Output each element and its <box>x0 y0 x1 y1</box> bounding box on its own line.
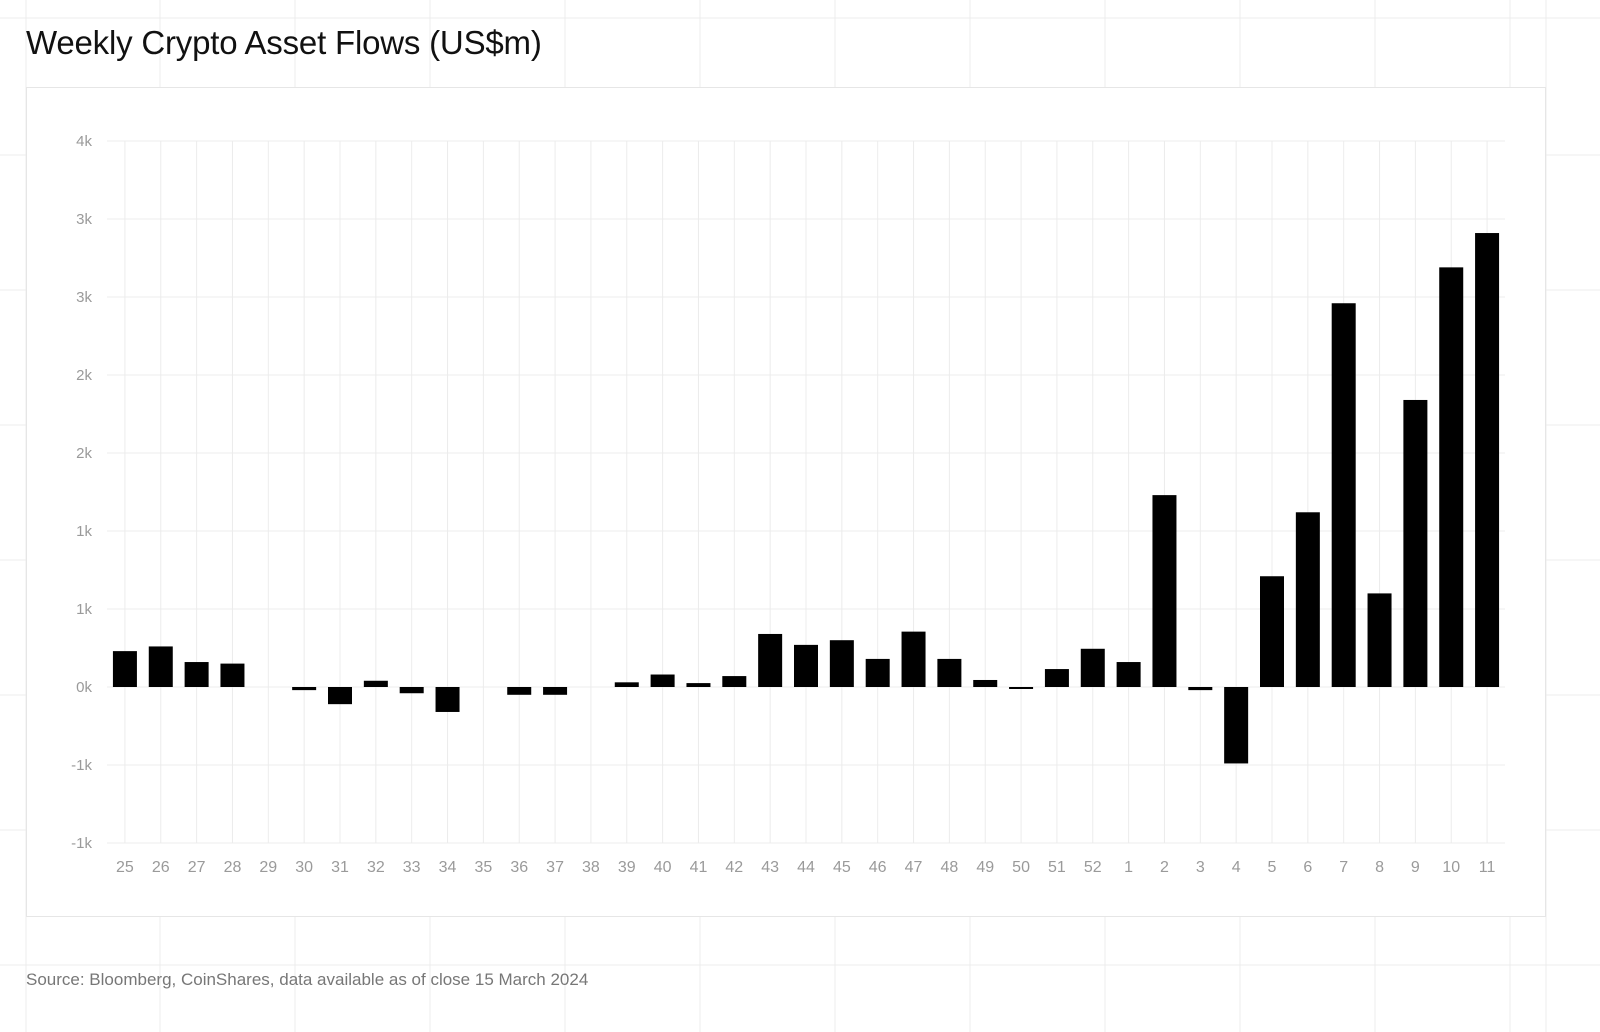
x-tick-label: 28 <box>224 859 242 876</box>
y-tick-label: -1k <box>71 835 92 852</box>
bar-week-36 <box>507 687 532 695</box>
bar-week-46 <box>865 658 890 687</box>
bar-week-25 <box>112 651 137 687</box>
x-tick-label: 50 <box>1012 859 1030 876</box>
bar-week-41 <box>686 683 711 687</box>
x-tick-label: 37 <box>546 859 564 876</box>
x-tick-label: 46 <box>869 859 887 876</box>
bar-week-34 <box>435 687 460 712</box>
x-tick-label: 41 <box>690 859 708 876</box>
x-tick-label: 48 <box>940 859 958 876</box>
x-tick-label: 4 <box>1232 859 1241 876</box>
bar-week-50 <box>1009 687 1034 689</box>
x-tick-label: 45 <box>833 859 851 876</box>
y-tick-label: 1k <box>76 601 92 618</box>
x-tick-label: 35 <box>474 859 492 876</box>
y-tick-label: -1k <box>71 757 92 774</box>
x-tick-label: 40 <box>654 859 672 876</box>
x-tick-label: 36 <box>510 859 528 876</box>
y-tick-label: 1k <box>76 523 92 540</box>
x-tick-label: 5 <box>1268 859 1277 876</box>
x-tick-label: 9 <box>1411 859 1420 876</box>
y-tick-label: 4k <box>76 133 92 150</box>
chart-title: Weekly Crypto Asset Flows (US$m) <box>26 24 542 61</box>
bar-week-9 <box>1403 399 1428 687</box>
bar-week-10 <box>1439 267 1464 687</box>
x-tick-label: 31 <box>331 859 349 876</box>
bar-week-2 <box>1152 495 1177 687</box>
x-tick-label: 49 <box>976 859 994 876</box>
bar-week-31 <box>328 687 352 705</box>
bar-week-52 <box>1080 648 1105 687</box>
x-tick-label: 47 <box>905 859 923 876</box>
x-tick-label: 52 <box>1084 859 1102 876</box>
bar-week-26 <box>148 646 173 687</box>
source-note: Source: Bloomberg, CoinShares, data avai… <box>26 970 589 989</box>
bar-week-8 <box>1367 593 1392 687</box>
bar-week-43 <box>758 633 783 687</box>
x-tick-label: 43 <box>761 859 779 876</box>
bar-week-40 <box>650 674 675 687</box>
bar-week-49 <box>973 679 998 687</box>
bar-week-44 <box>794 644 818 687</box>
y-tick-label: 3k <box>76 211 92 228</box>
x-tick-label: 1 <box>1124 859 1133 876</box>
bar-week-33 <box>399 687 424 694</box>
x-tick-label: 51 <box>1048 859 1066 876</box>
bar-week-30 <box>292 687 317 691</box>
bar-week-5 <box>1260 576 1284 687</box>
bar-week-32 <box>363 680 388 687</box>
bar-week-1 <box>1116 662 1141 687</box>
x-tick-label: 2 <box>1160 859 1169 876</box>
bar-week-48 <box>937 658 962 687</box>
y-tick-label: 3k <box>76 289 92 306</box>
y-tick-label: 2k <box>76 445 92 462</box>
chart-card <box>26 87 1546 917</box>
x-tick-label: 10 <box>1442 859 1460 876</box>
bar-week-42 <box>722 676 747 687</box>
x-tick-label: 42 <box>725 859 743 876</box>
x-tick-label: 26 <box>152 859 170 876</box>
bar-week-6 <box>1295 512 1320 687</box>
x-tick-label: 32 <box>367 859 385 876</box>
x-tick-label: 30 <box>295 859 313 876</box>
x-tick-label: 6 <box>1303 859 1312 876</box>
x-tick-label: 8 <box>1375 859 1384 876</box>
y-tick-label: 2k <box>76 367 92 384</box>
bar-week-3 <box>1188 687 1213 691</box>
bar-week-28 <box>220 663 245 687</box>
x-tick-label: 29 <box>259 859 277 876</box>
x-tick-label: 11 <box>1479 859 1496 876</box>
x-tick-label: 7 <box>1339 859 1348 876</box>
bar-week-47 <box>901 631 926 687</box>
bar-week-39 <box>614 682 639 687</box>
bar-week-37 <box>543 687 568 695</box>
x-tick-label: 3 <box>1196 859 1205 876</box>
x-tick-label: 33 <box>403 859 421 876</box>
bar-week-11 <box>1475 233 1500 688</box>
x-tick-label: 27 <box>188 859 206 876</box>
bar-week-51 <box>1044 669 1069 687</box>
x-tick-label: 34 <box>439 859 457 876</box>
bar-week-45 <box>829 640 854 687</box>
x-tick-label: 38 <box>582 859 600 876</box>
bar-week-27 <box>184 662 209 687</box>
x-tick-label: 44 <box>797 859 815 876</box>
x-tick-label: 39 <box>618 859 636 876</box>
y-tick-label: 0k <box>76 679 92 696</box>
x-tick-label: 25 <box>116 859 134 876</box>
bar-week-4 <box>1224 687 1249 764</box>
bar-week-7 <box>1331 303 1356 687</box>
